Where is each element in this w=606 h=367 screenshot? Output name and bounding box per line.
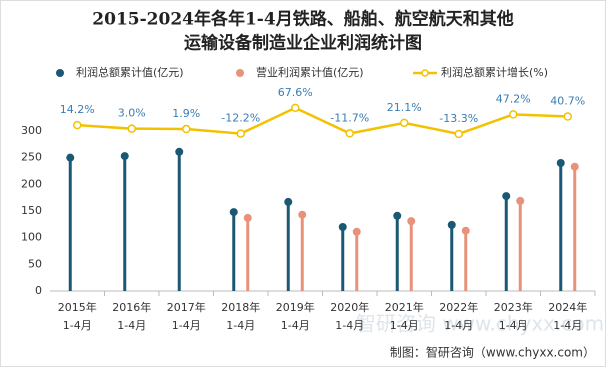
y-tick-label: 0 <box>35 284 42 297</box>
dot <box>175 147 184 156</box>
x-tick-label: 2024年 <box>548 300 587 314</box>
y-tick-label: 200 <box>21 177 42 190</box>
legend-swatch <box>56 69 64 77</box>
growth-marker <box>291 103 300 113</box>
x-tick-label: 1-4月 <box>63 319 92 332</box>
y-tick-label: 100 <box>21 231 42 244</box>
growth-marker <box>182 124 191 134</box>
dot <box>407 217 416 226</box>
x-tick-label: 1-4月 <box>335 319 364 332</box>
watermark: 智研咨询 www.chyxx.com <box>356 312 604 336</box>
data-label: 3.0% <box>118 107 146 120</box>
data-label: 14.2% <box>60 103 95 116</box>
legend-swatch <box>236 69 244 77</box>
legend-swatch <box>421 69 429 77</box>
growth-marker <box>345 129 354 138</box>
x-tick-label: 2021年 <box>385 300 424 314</box>
x-tick-label: 2015年 <box>58 300 97 314</box>
y-tick-label: 50 <box>28 257 42 270</box>
dot <box>229 208 238 217</box>
dot <box>502 192 511 201</box>
chart-title: 运输设备制造业企业利润统计图 <box>184 33 422 54</box>
x-tick-label: 2017年 <box>167 300 206 314</box>
data-label: -11.7% <box>330 111 369 124</box>
dot <box>66 153 75 162</box>
x-tick-label: 2016年 <box>112 300 151 314</box>
dot <box>393 211 402 220</box>
data-label: 1.9% <box>172 107 200 120</box>
growth-marker <box>127 124 136 133</box>
x-tick-label: 1-4月 <box>553 319 582 332</box>
x-tick-label: 2020年 <box>330 300 369 314</box>
growth-line <box>77 106 568 136</box>
legend-label: 利润总额累计增长(%) <box>441 65 548 79</box>
x-tick-label: 2019年 <box>276 300 315 314</box>
x-tick-label: 1-4月 <box>117 319 146 332</box>
dot <box>352 227 361 236</box>
x-tick-label: 2022年 <box>439 300 478 314</box>
dot <box>570 162 579 171</box>
x-tick-label: 2023年 <box>494 300 533 314</box>
growth-marker <box>563 112 572 121</box>
data-label: 47.2% <box>496 92 531 105</box>
growth-marker <box>454 129 463 139</box>
x-tick-label: 2018年 <box>221 300 260 314</box>
data-label: -13.3% <box>439 112 478 125</box>
dot <box>298 210 307 219</box>
y-tick-label: 300 <box>21 124 42 137</box>
y-tick-label: 150 <box>21 204 42 217</box>
dot <box>338 223 347 231</box>
growth-marker <box>236 129 245 138</box>
dot <box>284 197 293 206</box>
x-tick-label: 1-4月 <box>226 319 255 332</box>
data-label: 21.1% <box>387 101 422 114</box>
chart-title: 2015-2024年各年1-4月铁路、船舶、航空航天和其他 <box>92 9 513 30</box>
data-label: 67.6% <box>278 86 313 99</box>
growth-marker <box>400 118 409 128</box>
x-tick-label: 1-4月 <box>499 319 528 332</box>
x-tick-label: 1-4月 <box>444 319 473 332</box>
x-tick-label: 1-4月 <box>281 319 310 332</box>
dot <box>516 196 525 205</box>
y-tick-label: 250 <box>21 151 42 164</box>
dot <box>556 159 565 167</box>
x-tick-label: 1-4月 <box>390 319 419 332</box>
dot <box>447 220 456 229</box>
legend-label: 营业利润累计值(亿元) <box>256 65 364 79</box>
data-label: 40.7% <box>550 95 585 108</box>
data-label: -12.2% <box>221 112 260 125</box>
dot <box>243 213 252 222</box>
growth-marker <box>73 120 82 130</box>
legend-label: 利润总额累计值(亿元) <box>76 65 184 79</box>
source: 制图：智研咨询（www.chyxx.com） <box>390 345 595 360</box>
dot <box>120 152 129 161</box>
dot <box>461 226 470 235</box>
x-tick-label: 1-4月 <box>172 319 201 332</box>
growth-marker <box>509 110 518 119</box>
